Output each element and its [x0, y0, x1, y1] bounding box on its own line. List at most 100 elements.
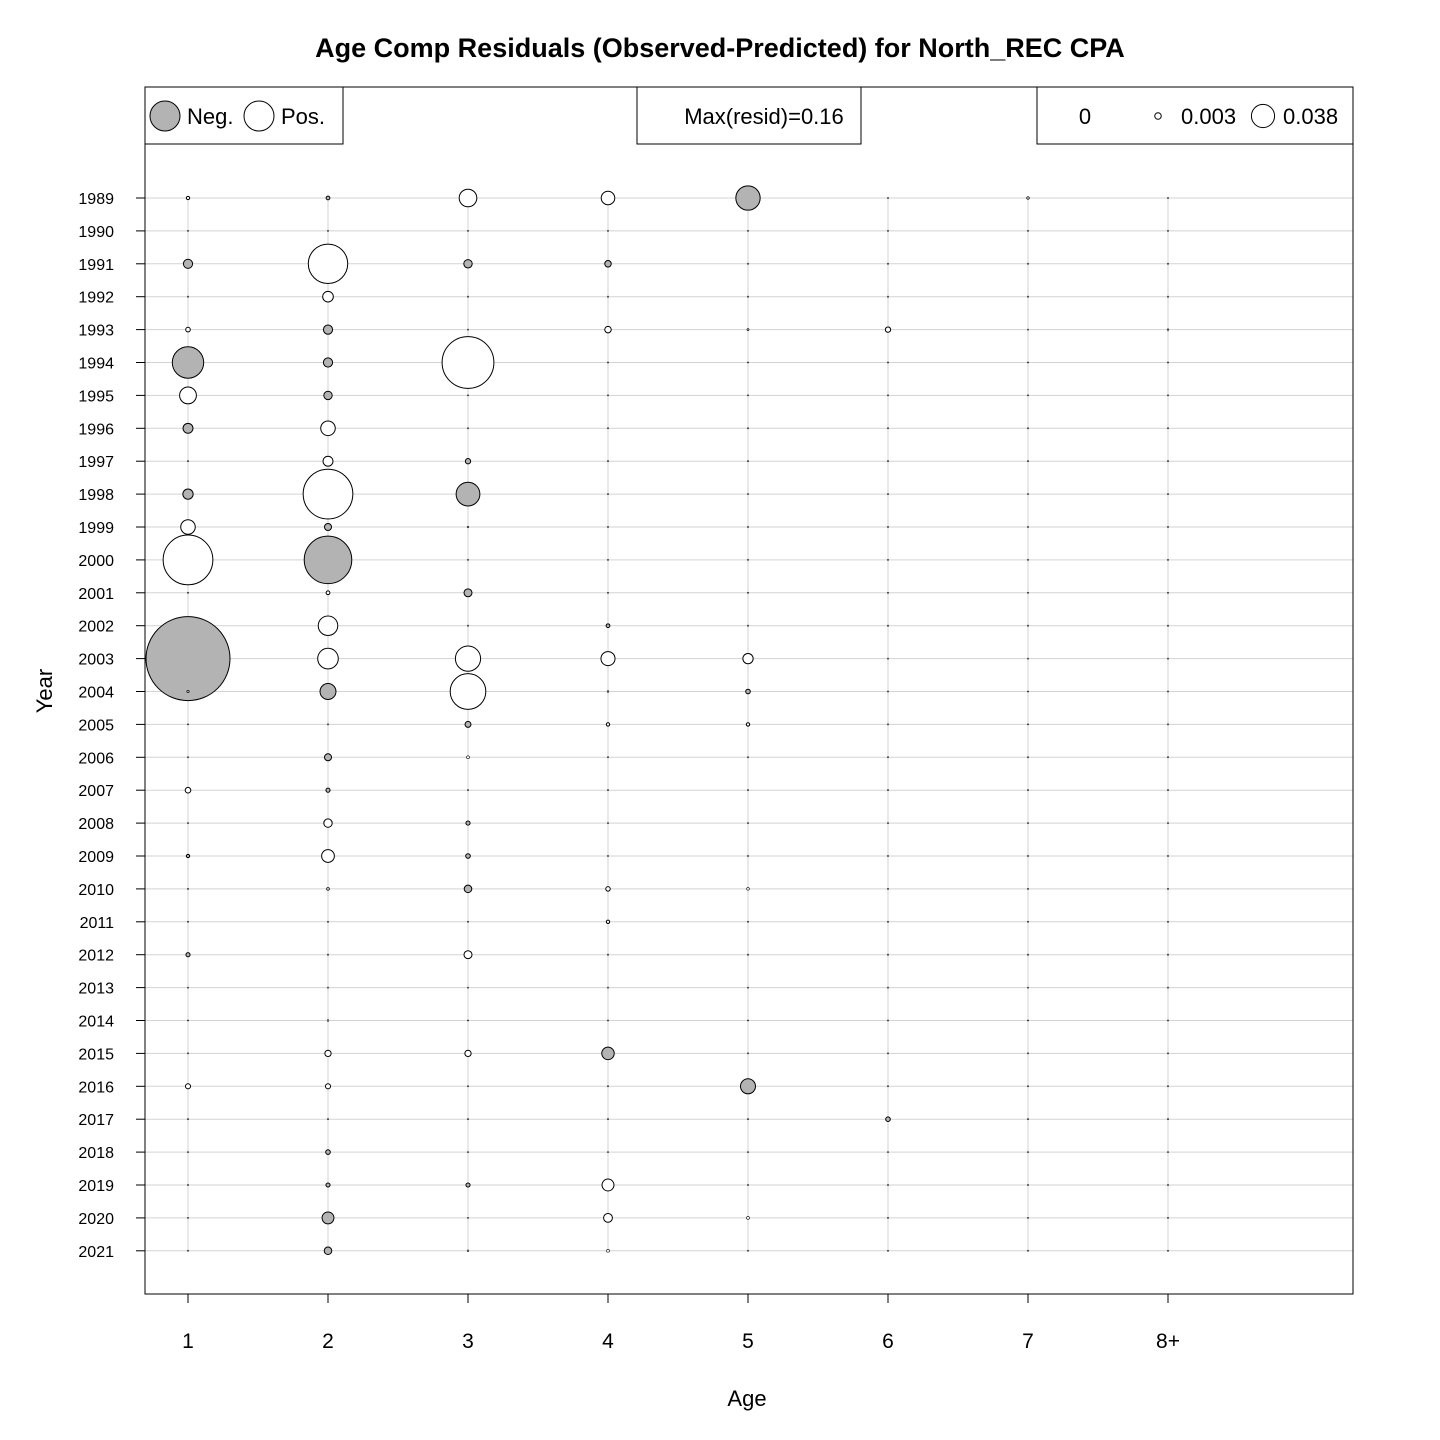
bubbles	[145, 185, 1170, 1256]
residual-bubble	[745, 722, 751, 727]
year-tick-label: 2008	[78, 816, 114, 833]
residual-bubble	[887, 723, 889, 726]
year-tick-label: 2002	[78, 619, 114, 636]
residual-bubble	[601, 1178, 615, 1192]
residual-bubble	[187, 1217, 189, 1219]
residual-bubble	[327, 1118, 329, 1121]
residual-bubble	[321, 849, 335, 863]
residual-bubble	[600, 651, 616, 667]
residual-bubble	[607, 229, 609, 232]
year-tick-label: 2015	[78, 1046, 114, 1063]
residual-bubble	[1027, 229, 1029, 232]
residual-bubble	[607, 1118, 609, 1121]
residual-bubble	[605, 919, 611, 924]
plot-frame	[144, 86, 1354, 1295]
residual-bubble	[323, 818, 333, 828]
residual-bubble	[1027, 526, 1029, 528]
residual-bubble	[1167, 756, 1169, 759]
residual-bubble	[185, 952, 191, 958]
residual-bubble	[1167, 1019, 1169, 1022]
residual-bubble	[1167, 1184, 1169, 1186]
residual-bubble	[303, 535, 353, 585]
residual-bubble	[179, 386, 197, 405]
residual-bubble	[747, 460, 749, 463]
residual-bubble	[885, 1116, 891, 1122]
residual-bubble	[464, 1049, 472, 1058]
residual-bubble	[747, 427, 749, 430]
residual-bubble	[187, 1052, 189, 1055]
residual-bubble	[1167, 1052, 1169, 1055]
residual-bubble	[887, 1151, 889, 1154]
residual-bubble	[1027, 690, 1029, 693]
residual-bubble	[467, 1151, 469, 1154]
residual-bubble	[322, 324, 334, 335]
residual-bubble	[887, 394, 889, 397]
residual-bubble	[464, 720, 472, 728]
residual-bubble	[1026, 196, 1030, 200]
residual-bubble	[607, 789, 609, 792]
residual-bubble	[1027, 361, 1029, 364]
year-tick-label: 2011	[80, 915, 115, 932]
residual-bubble	[747, 1249, 749, 1252]
residual-bubble	[1027, 920, 1029, 923]
residual-bubble	[607, 427, 609, 430]
residual-bubble	[1027, 394, 1029, 397]
residual-bubble	[1167, 460, 1169, 463]
residual-bubble	[887, 591, 889, 594]
year-tick-label: 2017	[78, 1112, 114, 1129]
year-tick-label: 1997	[78, 454, 114, 471]
residual-bubble	[747, 789, 749, 792]
residual-bubble	[449, 673, 487, 710]
residual-bubble	[307, 243, 349, 284]
residual-bubble	[1167, 1118, 1169, 1121]
residual-bubble	[323, 390, 333, 401]
residual-bubble	[467, 328, 469, 331]
size-legend-label-0: 0	[1079, 104, 1091, 129]
residual-bubble	[600, 190, 616, 206]
residual-bubble	[1027, 822, 1029, 825]
residual-bubble	[180, 519, 196, 535]
y-axis-ticks: 1989 1990 1991 1992 1993 1994 1995 1996 1997 1998…	[78, 191, 145, 1261]
residual-bubble	[467, 986, 469, 989]
year-tick-label: 2019	[78, 1178, 114, 1195]
residual-bubble	[1167, 624, 1169, 627]
residual-bubble	[1167, 657, 1169, 660]
residual-bubble	[317, 615, 339, 636]
year-tick-label: 2007	[78, 783, 114, 800]
residual-bubble	[319, 683, 337, 700]
residual-bubble	[887, 1085, 889, 1088]
residual-bubble	[1167, 559, 1169, 561]
residual-bubble	[187, 460, 189, 463]
residual-bubble	[185, 326, 191, 333]
legends: Neg. Pos. Max(resid)=0.16 0 0.003 0.038	[144, 86, 1354, 145]
year-tick-label: 1994	[78, 356, 114, 373]
residual-bubble	[1027, 493, 1029, 496]
residual-bubble	[1167, 493, 1169, 496]
residual-bubble	[887, 789, 889, 792]
legend-pos-label: Pos.	[281, 104, 325, 129]
residual-bubble	[1167, 394, 1169, 397]
residual-bubble	[1027, 1151, 1029, 1154]
residual-bubble	[325, 590, 331, 596]
age-tick-label: 8+	[1156, 1330, 1180, 1353]
residual-bubble	[455, 481, 481, 507]
residual-bubble	[747, 1151, 749, 1154]
year-tick-label: 1993	[78, 323, 114, 340]
residual-bubble	[1027, 756, 1029, 759]
residual-bubble	[604, 325, 612, 334]
residual-bubble	[1167, 1151, 1169, 1154]
residual-bubble	[1027, 1085, 1029, 1088]
residual-bubble	[467, 1019, 469, 1022]
year-tick-label: 1991	[78, 257, 114, 274]
residual-bubble	[607, 756, 609, 759]
residual-bubble	[747, 1184, 749, 1186]
residual-bubble	[466, 1249, 470, 1252]
residual-bubble	[747, 493, 749, 496]
residual-bubble	[747, 361, 749, 364]
residual-bubble	[887, 657, 889, 660]
residual-bubble	[887, 427, 889, 430]
residual-bubble	[887, 493, 889, 496]
residual-bubble	[887, 526, 889, 528]
residual-bubble	[1167, 295, 1169, 298]
